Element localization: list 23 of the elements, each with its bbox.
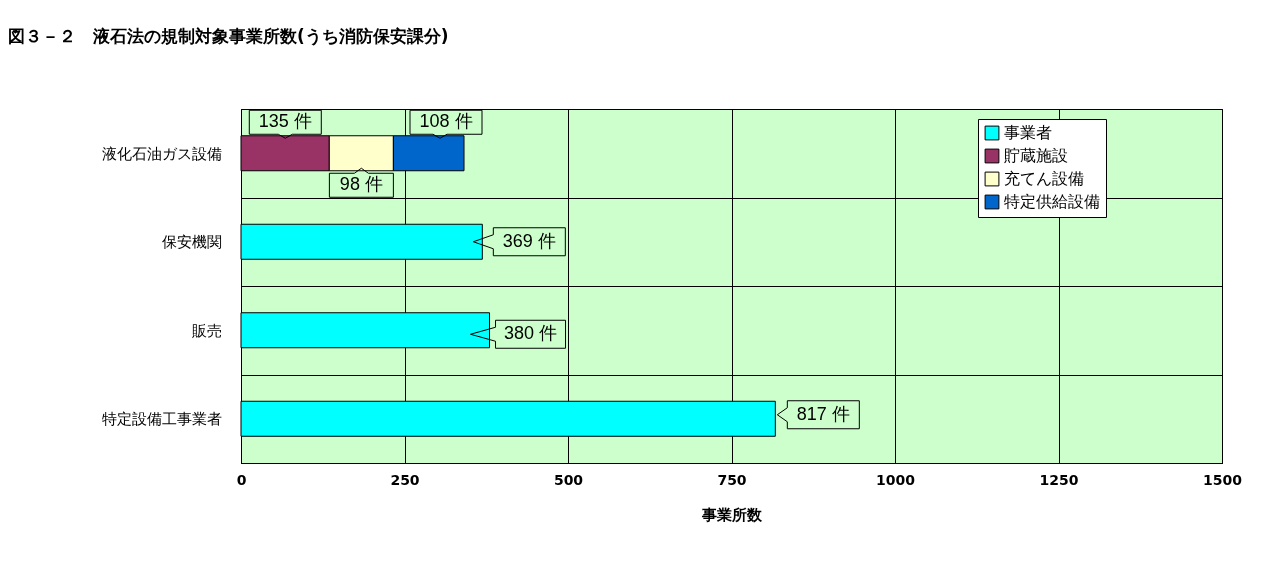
y-tick-label: 保安機関 (161, 233, 222, 252)
legend-label: 事業者 (1004, 123, 1052, 142)
x-axis-title: 事業所数 (701, 505, 763, 524)
x-tick-label: 250 (390, 471, 420, 488)
x-tick-label: 500 (553, 471, 584, 488)
chart-title: 図３－２ 液石法の規制対象事業所数(うち消防保安課分) (8, 26, 449, 46)
legend-label: 充てん設備 (1004, 169, 1084, 188)
y-tick-label: 液化石油ガス設備 (101, 144, 222, 163)
x-tick-label: 1000 (876, 471, 916, 488)
data-label: 108 件 (419, 111, 473, 132)
data-label: 98 件 (339, 174, 383, 195)
y-tick-label: 特定設備工事業者 (101, 410, 222, 429)
x-tick-label: 1500 (1203, 471, 1243, 488)
legend-label: 貯蔵施設 (1004, 146, 1068, 165)
data-label: 817 件 (796, 403, 850, 424)
x-tick-label: 0 (236, 471, 247, 488)
x-tick-label: 750 (717, 471, 747, 488)
legend-label: 特定供給設備 (1004, 192, 1100, 211)
data-label: 135 件 (258, 111, 312, 132)
data-label: 380 件 (504, 323, 558, 344)
x-tick-label: 1250 (1039, 471, 1079, 488)
data-label: 369 件 (502, 230, 556, 251)
y-tick-label: 販売 (191, 321, 222, 340)
